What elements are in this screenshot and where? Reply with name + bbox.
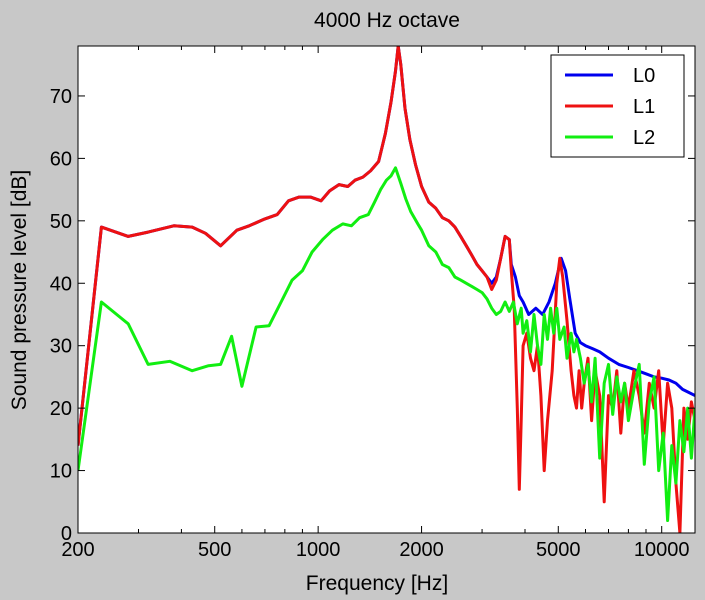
legend-label-l0: L0 bbox=[633, 65, 655, 87]
y-tick-label: 40 bbox=[50, 273, 72, 295]
series-line-l2 bbox=[78, 166, 695, 522]
x-tick-label: 200 bbox=[61, 539, 94, 561]
y-tick-label: 60 bbox=[50, 148, 72, 170]
x-tick-label: 5000 bbox=[536, 539, 581, 561]
x-tick-label: 10000 bbox=[634, 539, 690, 561]
x-tick-label: 1000 bbox=[296, 539, 341, 561]
y-tick-label: 70 bbox=[50, 86, 72, 108]
y-tick-label: 50 bbox=[50, 211, 72, 233]
ticks-layer: 0 10 20 30 40 50 60 70 200 500 1000 2000 5000 10000 bbox=[50, 46, 695, 561]
y-axis-label: Sound pressure level [dB] bbox=[8, 170, 31, 410]
y-tick-label: 10 bbox=[50, 461, 72, 483]
x-axis-label: Frequency [Hz] bbox=[306, 572, 448, 595]
y-tick-label: 20 bbox=[50, 398, 72, 420]
chart-title: 4000 Hz octave bbox=[314, 9, 460, 32]
y-tick-label: 30 bbox=[50, 336, 72, 358]
series-layer bbox=[78, 46, 695, 533]
plot-frame bbox=[77, 45, 696, 534]
legend: L0 L1 L2 bbox=[550, 54, 685, 158]
x-tick-label: 2000 bbox=[399, 539, 444, 561]
legend-label-l1: L1 bbox=[633, 96, 655, 118]
y-tick-label: 0 bbox=[61, 523, 72, 545]
legend-label-l2: L2 bbox=[633, 127, 655, 149]
x-tick-label: 500 bbox=[198, 539, 231, 561]
